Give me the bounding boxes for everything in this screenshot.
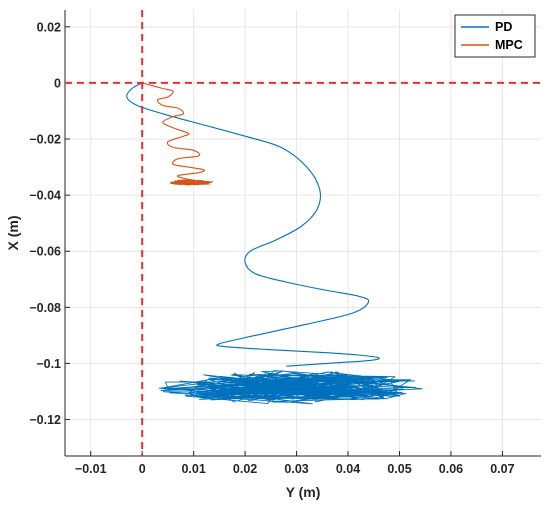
y-tick-label-0: 0.02 bbox=[37, 20, 61, 34]
y-tick-label-3: −0.04 bbox=[29, 189, 61, 203]
series-line-mpc bbox=[142, 82, 206, 182]
legend-label-mpc: MPC bbox=[495, 38, 523, 52]
series-cluster-pd bbox=[158, 370, 423, 405]
tick-labels: −0.01 0 0.01 0.02 0.03 0.04 0.05 0.06 0.07 0.02 0 −… bbox=[29, 20, 514, 476]
x-tick-label-6: 0.05 bbox=[387, 462, 411, 476]
x-tick-label-4: 0.03 bbox=[284, 462, 308, 476]
x-tick-label-2: 0.01 bbox=[181, 462, 205, 476]
x-tick-label-1: 0 bbox=[139, 462, 146, 476]
legend: PD MPC bbox=[454, 14, 536, 58]
y-tick-label-6: −0.1 bbox=[36, 357, 61, 371]
series-line-pd bbox=[126, 82, 380, 367]
y-tick-label-4: −0.06 bbox=[29, 245, 61, 259]
y-tick-label-1: 0 bbox=[54, 76, 61, 90]
series-cluster-mpc bbox=[169, 179, 214, 186]
reference-lines bbox=[65, 10, 541, 456]
x-tick-label-7: 0.06 bbox=[439, 462, 463, 476]
y-tick-label-2: −0.02 bbox=[29, 133, 61, 147]
y-tick-label-5: −0.08 bbox=[29, 301, 61, 315]
legend-label-pd: PD bbox=[495, 20, 512, 34]
legend-box bbox=[454, 14, 536, 58]
x-tick-label-3: 0.02 bbox=[233, 462, 257, 476]
axes bbox=[64, 10, 541, 457]
data-series bbox=[126, 82, 423, 405]
y-tick-label-7: −0.12 bbox=[29, 413, 61, 427]
x-tick-label-8: 0.07 bbox=[490, 462, 514, 476]
y-axis-title: X (m) bbox=[5, 216, 21, 251]
x-tick-label-0: −0.01 bbox=[75, 462, 107, 476]
x-axis-title: Y (m) bbox=[286, 484, 321, 500]
x-tick-label-5: 0.04 bbox=[336, 462, 360, 476]
